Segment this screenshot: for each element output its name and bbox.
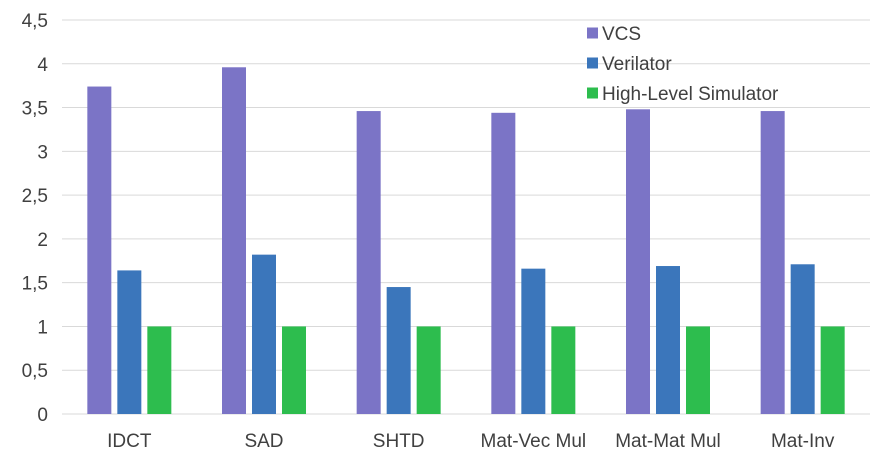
bar-high-level-simulator [686, 326, 710, 414]
legend-label: Verilator [602, 54, 672, 75]
bar-verilator [386, 287, 411, 414]
x-tick-label: SAD [244, 431, 283, 452]
y-axis-tick-labels: 0 0,5 1 1,5 2 2,5 3 3,5 4 4,5 [22, 11, 49, 426]
bar-high-level-simulator [147, 326, 172, 414]
bar-vcs [222, 67, 246, 414]
bars [87, 67, 845, 415]
bar-vcs [356, 111, 381, 415]
y-tick-label: 2,5 [22, 186, 48, 207]
y-tick-label: 0,5 [22, 361, 48, 382]
bar-vcs [491, 112, 516, 414]
legend: VCS Verilator High-Level Simulator [587, 24, 779, 105]
gridlines [62, 19, 870, 415]
legend-swatch [587, 87, 598, 99]
y-tick-label: 1 [37, 317, 48, 338]
x-axis-tick-labels: IDCT SAD SHTD Mat-Vec Mul Mat-Mat Mul Mat-Inv [107, 431, 835, 452]
x-tick-label: Mat-Mat Mul [615, 431, 721, 452]
legend-swatch [587, 57, 598, 69]
bar-verilator [521, 268, 546, 414]
bar-vcs [87, 86, 112, 414]
bar-verilator [790, 264, 815, 414]
x-tick-label: Mat-Vec Mul [481, 431, 587, 452]
bar-high-level-simulator [282, 326, 306, 414]
y-tick-label: 4,5 [22, 11, 48, 32]
y-tick-label: 2 [37, 230, 48, 251]
x-tick-label: IDCT [107, 431, 152, 452]
bar-high-level-simulator [416, 326, 441, 414]
bar-verilator [117, 270, 142, 414]
bar-high-level-simulator [820, 326, 845, 414]
y-tick-label: 0 [37, 405, 48, 426]
y-tick-label: 4 [37, 55, 48, 76]
y-tick-label: 3 [37, 142, 48, 163]
legend-swatch [587, 27, 598, 39]
x-tick-label: SHTD [373, 431, 425, 452]
legend-label: VCS [602, 24, 641, 45]
x-tick-label: Mat-Inv [771, 431, 835, 452]
y-tick-label: 3,5 [22, 99, 48, 120]
legend-label: High-Level Simulator [602, 84, 779, 105]
bar-verilator [656, 266, 680, 414]
y-tick-label: 1,5 [22, 274, 48, 295]
bar-high-level-simulator [551, 326, 576, 414]
bar-vcs [760, 111, 785, 415]
bar-verilator [252, 254, 276, 414]
bar-vcs [626, 109, 650, 414]
